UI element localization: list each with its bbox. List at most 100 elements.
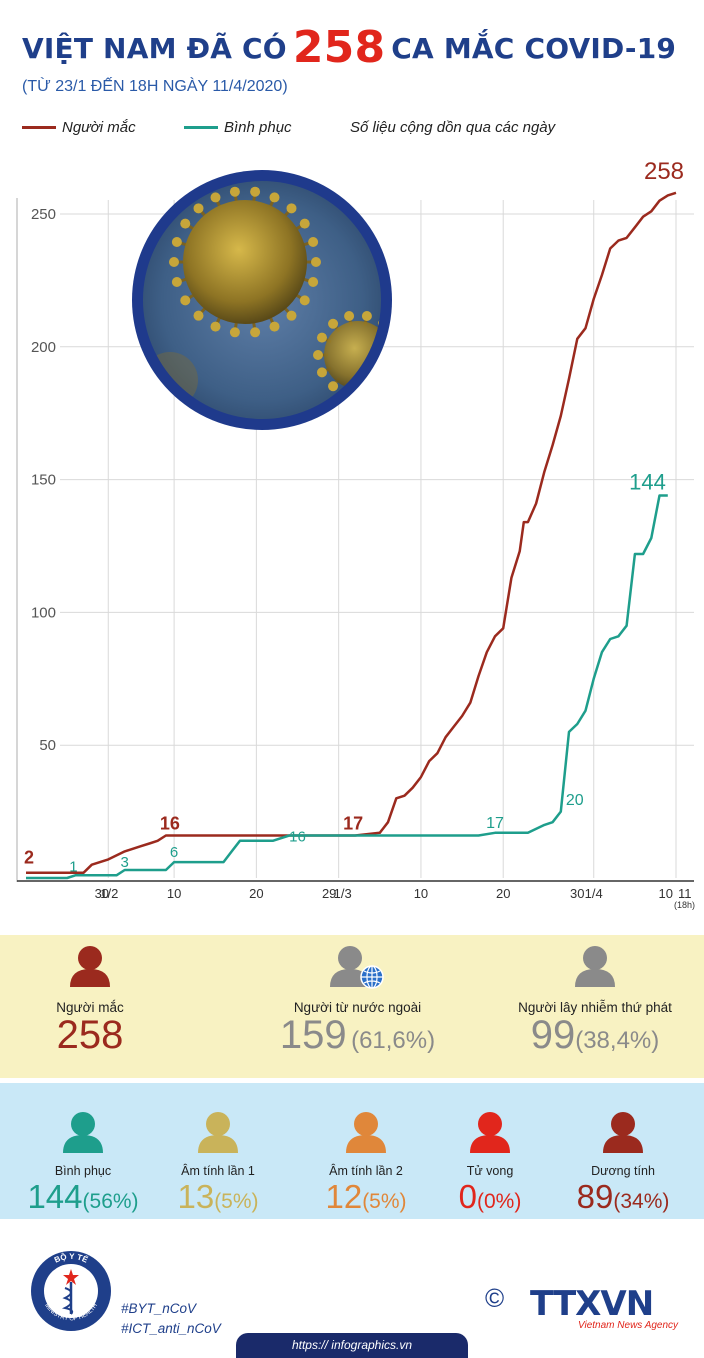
status-negative-1-label: Âm tính lần 1 (181, 1164, 255, 1178)
ministry-logo-top-text: BỘ Y TẾ (53, 1252, 90, 1265)
status-recovered-pct: (56%) (82, 1190, 139, 1213)
virus-illustration (132, 170, 399, 430)
legend-label-recovered: Bình phục (224, 119, 292, 136)
stat-imported: Người từ nước ngoài 159 (61,6%) (250, 945, 465, 1058)
status-positive: Dương tính 89(34%) (548, 1111, 698, 1216)
virus-spike-head (389, 367, 399, 377)
status-positive-label: Dương tính (591, 1164, 655, 1178)
status-recovered: Bình phục 144(56%) (8, 1111, 158, 1216)
data-label-recovered: 17 (486, 815, 504, 832)
chart-grid (60, 200, 694, 878)
person-icon (198, 1112, 238, 1153)
legend-swatch-infected (22, 126, 56, 129)
virus-spike-head (328, 381, 339, 392)
virus-spike-head (193, 203, 204, 214)
stat-infected-label: Người mắc (56, 1000, 124, 1015)
virus-spike-head (361, 388, 372, 399)
virus-spike-head (286, 310, 297, 321)
x-tick-label: (18h) (674, 900, 695, 910)
status-deaths: Tử vong 0(0%) (440, 1111, 540, 1216)
status-positive-value: 89 (576, 1178, 614, 1215)
virus-spike-head (313, 350, 323, 360)
data-label-recovered: 16 (289, 829, 306, 846)
status-recovered-label: Bình phục (54, 1164, 112, 1178)
title-number: 258 (292, 22, 386, 73)
status-negative-1-pct: (5%) (214, 1190, 259, 1213)
legend-swatch-recovered (184, 126, 218, 129)
person-icon (346, 1112, 386, 1153)
virus-spike-head (344, 311, 355, 322)
person-globe-icon (329, 946, 384, 989)
person-icon (63, 1112, 103, 1153)
virus-spike-head (180, 218, 191, 229)
virus-spike-head (250, 186, 261, 197)
x-tick-label: 20 (249, 886, 263, 901)
status-deaths-value: 0 (458, 1178, 477, 1215)
ministry-of-health-logo: BỘ Y TẾ MINISTRY OF HEALTH (31, 1251, 111, 1331)
stat-infected: Người mắc 258 (40, 945, 140, 1058)
virus-spike-head (180, 295, 191, 306)
person-icon (70, 946, 110, 987)
y-tick-label: 200 (31, 339, 56, 356)
legend-item-recovered: Bình phục (184, 119, 292, 136)
x-tick-label: 10 (659, 886, 673, 901)
virus-spike-head (286, 203, 297, 214)
person-icon (470, 1112, 510, 1153)
title-prefix: VIỆT NAM ĐÃ CÓ (22, 32, 287, 65)
data-label-infected: 16 (160, 814, 180, 834)
agency-logo: TTXVN Vietnam News Agency (530, 1284, 678, 1331)
x-tick-label: 30 (95, 886, 109, 901)
status-positive-pct: (34%) (613, 1190, 670, 1213)
virus-spike (363, 383, 369, 395)
stat-local-label: Người lây nhiễm thứ phát (518, 1000, 672, 1015)
data-label-infected: 17 (343, 814, 363, 834)
y-tick-label: 250 (31, 206, 56, 223)
virus-spike-head (311, 257, 321, 267)
data-label-recovered: 6 (170, 844, 178, 861)
virus-spike-head (328, 318, 339, 329)
status-deaths-pct: (0%) (477, 1190, 522, 1213)
virus-spike-head (171, 277, 182, 288)
virus-spike (385, 338, 394, 342)
virus-spike-head (308, 277, 319, 288)
hashtag-byt: #BYT_nCoV (121, 1301, 197, 1316)
chart-series (26, 191, 677, 880)
stat-infected-value: 258 (56, 1013, 124, 1057)
virus-spike-head (316, 332, 327, 343)
title-suffix: CA MẮC COVID-19 (391, 32, 677, 65)
data-label-infected: 2 (24, 848, 34, 868)
summary-panel: Người mắc 258 Người từ nước ngoài 159 (6… (0, 935, 704, 1078)
x-tick-label: 10 (167, 886, 181, 901)
status-negative-2-label: Âm tính lần 2 (329, 1164, 403, 1178)
page-title: VIỆT NAM ĐÃ CÓ 258 CA MẮC COVID-19 (22, 22, 676, 73)
data-label-infected: 258 (644, 158, 684, 185)
status-negative-1-value: 13 (177, 1178, 215, 1215)
virus-spike-head (171, 236, 182, 247)
series-line-infected (26, 191, 677, 874)
status-negative-2-value: 12 (325, 1178, 363, 1215)
status-negative-2: Âm tính lần 2 12(5%) (306, 1111, 426, 1216)
virus-spike-head (316, 367, 327, 378)
virus-spike-head (269, 321, 280, 332)
stat-imported-label: Người từ nước ngoài (293, 1000, 422, 1015)
source-url[interactable]: https:// infographics.vn (236, 1333, 468, 1358)
data-label-recovered: 1 (69, 858, 77, 875)
legend-item-infected: Người mắc (22, 119, 136, 136)
virus-spike (385, 368, 394, 372)
virus-spike-head (299, 295, 310, 306)
x-tick-label: 11 (678, 886, 692, 901)
footer-hashtags: #BYT_nCoV #ICT_anti_nCoV (121, 1299, 221, 1339)
y-tick-label: 50 (39, 737, 56, 754)
virus-spike-head (269, 192, 280, 203)
stat-local: Người lây nhiễm thứ phát 99(38,4%) (495, 945, 695, 1058)
y-tick-label: 150 (31, 472, 56, 489)
page-subtitle: (TỪ 23/1 ĐẾN 18H NGÀY 11/4/2020) (22, 78, 288, 95)
x-tick-label: 1/4 (585, 886, 603, 901)
svg-text:BỘ Y TẾ: BỘ Y TẾ (53, 1252, 90, 1265)
y-tick-label: 100 (31, 604, 56, 621)
virus-spike-head (377, 381, 381, 392)
status-panel: Bình phục 144(56%) Âm tính lần 1 13(5%) … (0, 1083, 704, 1219)
chart-legend: Người mắc Bình phục Số liệu cộng dồn qua… (22, 119, 682, 141)
x-tick-label: 29 (322, 886, 336, 901)
